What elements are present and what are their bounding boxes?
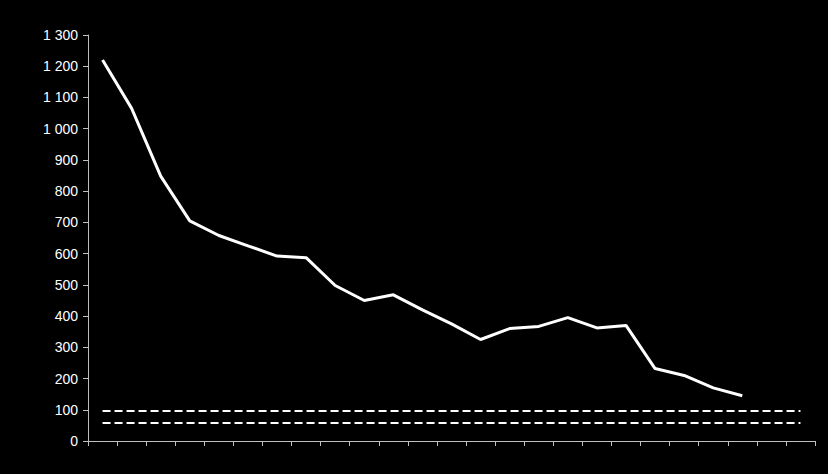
svg-text:1 300: 1 300 — [43, 27, 78, 43]
svg-text:800: 800 — [55, 183, 79, 199]
svg-text:700: 700 — [55, 214, 79, 230]
svg-text:0: 0 — [70, 433, 78, 449]
svg-text:1 100: 1 100 — [43, 89, 78, 105]
svg-text:900: 900 — [55, 152, 79, 168]
svg-text:1 000: 1 000 — [43, 121, 78, 137]
svg-text:200: 200 — [55, 371, 79, 387]
svg-text:400: 400 — [55, 308, 79, 324]
svg-text:600: 600 — [55, 246, 79, 262]
svg-text:1 200: 1 200 — [43, 58, 78, 74]
svg-text:500: 500 — [55, 277, 79, 293]
svg-text:100: 100 — [55, 402, 79, 418]
svg-text:300: 300 — [55, 339, 79, 355]
